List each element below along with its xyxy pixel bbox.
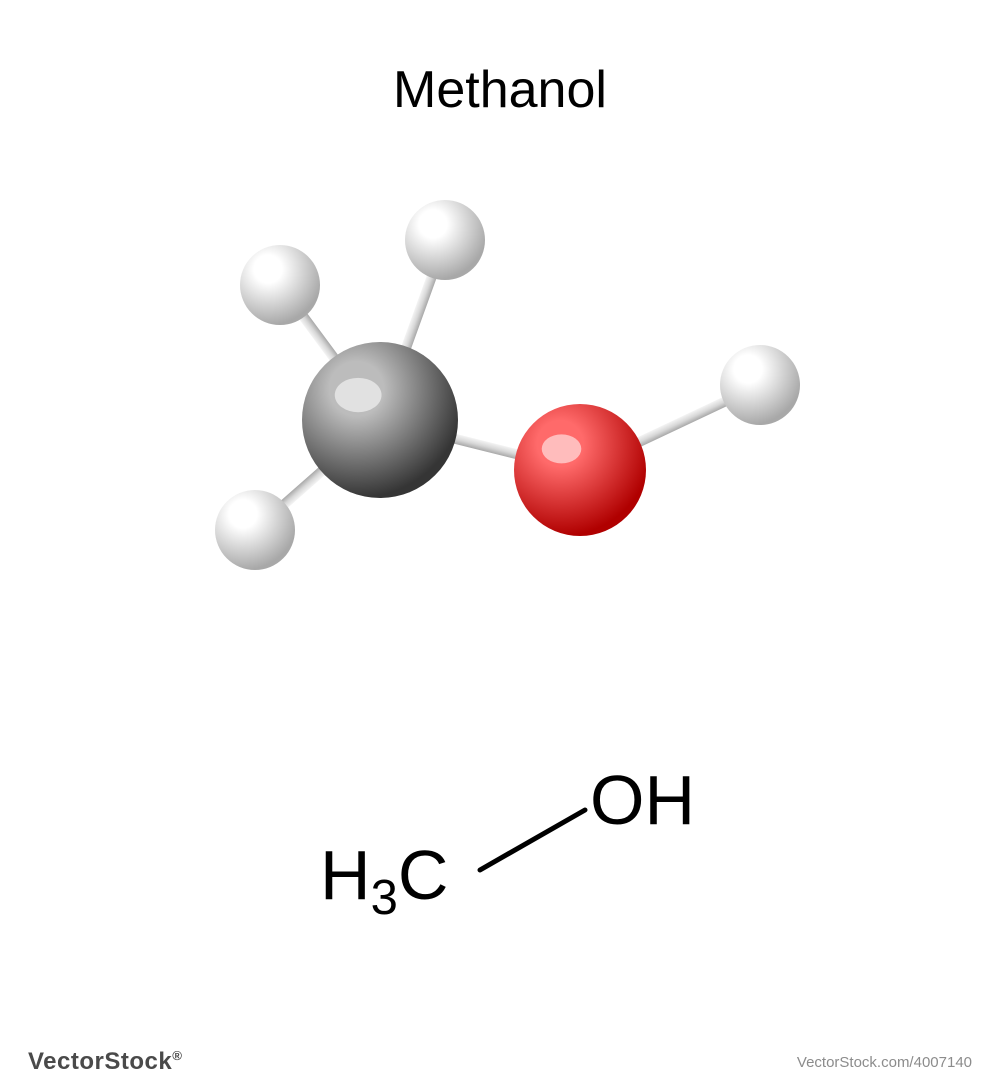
molecule-diagram xyxy=(0,0,1000,1080)
formula-C: C xyxy=(398,836,449,914)
atom-hydrogen-H2 xyxy=(405,200,485,280)
formula-bond-line xyxy=(480,810,585,870)
atom-highlight-C xyxy=(335,378,382,412)
watermark-brand: VectorStock® xyxy=(28,1048,182,1076)
atom-highlight-H2 xyxy=(422,218,446,236)
atom-highlight-H1 xyxy=(257,263,281,281)
formula-sub3: 3 xyxy=(371,871,398,925)
atom-hydrogen-H3 xyxy=(215,490,295,570)
formula-left: H3C xyxy=(320,835,448,915)
formula-right: OH xyxy=(590,760,695,840)
atom-highlight-O xyxy=(542,434,582,463)
atom-hydrogen-H1 xyxy=(240,245,320,325)
atom-hydrogen-H4 xyxy=(720,345,800,425)
watermark-reg: ® xyxy=(172,1048,182,1063)
watermark-brand-text: VectorStock xyxy=(28,1048,172,1075)
watermark-id: VectorStock.com/4007140 xyxy=(797,1054,972,1071)
atom-highlight-H4 xyxy=(737,363,761,381)
atom-carbon-C xyxy=(302,342,458,498)
atom-oxygen-O xyxy=(514,404,646,536)
atom-highlight-H3 xyxy=(232,508,256,526)
formula-OH: OH xyxy=(590,761,695,839)
formula-H: H xyxy=(320,836,371,914)
